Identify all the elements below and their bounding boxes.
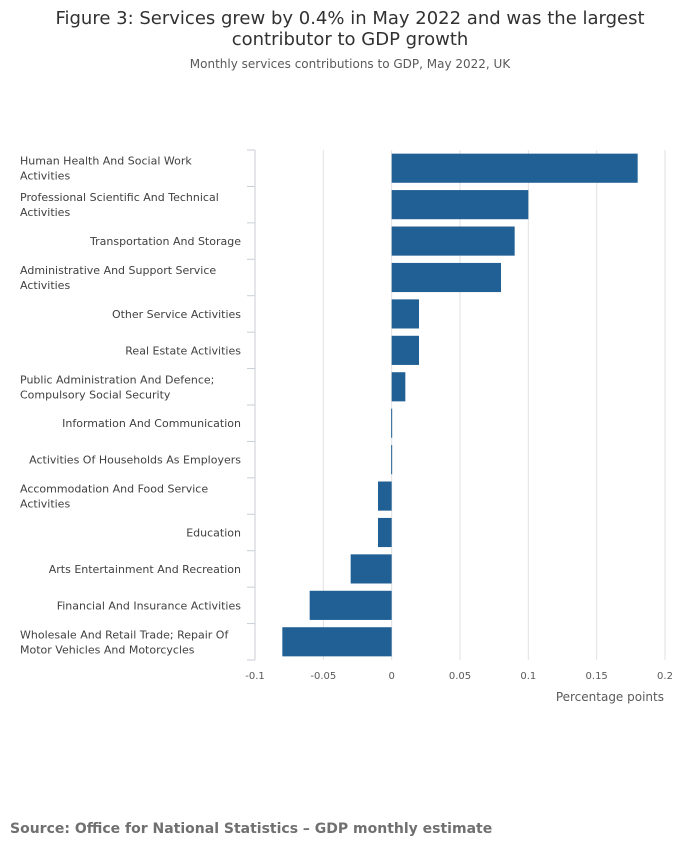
bar — [391, 226, 515, 256]
category-label: Education — [186, 527, 241, 540]
x-tick-label: 0.05 — [449, 671, 471, 682]
category-label: Other Service Activities — [112, 308, 241, 321]
bar — [391, 445, 393, 475]
category-label: Accommodation And Food Service Activities — [20, 483, 208, 511]
category-axis — [247, 149, 256, 661]
bar — [350, 554, 392, 584]
category-label: Real Estate Activities — [125, 344, 241, 357]
category-labels: Human Health And Social Work Activities Pr… — [20, 155, 241, 657]
category-label: Arts Entertainment And Recreation — [49, 563, 241, 576]
chart-subtitle: Monthly services contributions to GDP, M… — [189, 57, 511, 71]
x-tick-label: -0.05 — [310, 671, 336, 682]
bar — [391, 335, 419, 365]
category-label: Public Administration And Defence; Compul… — [20, 373, 214, 401]
category-label: Wholesale And Retail Trade; Repair Of Mot… — [20, 628, 229, 656]
bar — [391, 190, 529, 220]
category-label: Financial And Insurance Activities — [57, 599, 242, 612]
x-tick-label: 0.2 — [657, 671, 673, 682]
x-tick-label: 0.1 — [520, 671, 536, 682]
bar — [391, 153, 638, 183]
x-tick-labels: -0.1 -0.05 0 0.05 0.1 0.15 0.2 — [245, 671, 673, 682]
x-tick-label: -0.1 — [245, 671, 265, 682]
category-label: Information And Communication — [62, 417, 241, 430]
bar — [282, 627, 392, 657]
chart-title: Figure 3: Services grew by 0.4% in May 2… — [55, 8, 645, 50]
bar — [391, 262, 501, 293]
bar-chart: Human Health And Social Work Activities Pr… — [20, 149, 673, 704]
x-tick-label: 0.15 — [586, 671, 608, 682]
bars — [282, 153, 638, 657]
bar — [391, 408, 393, 438]
bar — [309, 590, 392, 620]
source-note: Source: Office for National Statistics –… — [10, 821, 493, 837]
x-axis-label: Percentage points — [556, 690, 664, 704]
x-tick-label: 0 — [388, 671, 394, 682]
category-label: Professional Scientific And Technical Act… — [20, 191, 219, 219]
category-label: Administrative And Support Service Activi… — [20, 264, 216, 292]
category-label: Transportation And Storage — [89, 235, 241, 248]
category-label: Activities Of Households As Employers — [29, 454, 241, 467]
bar — [378, 481, 392, 511]
bar — [391, 372, 406, 402]
bar — [391, 299, 419, 329]
bar — [378, 517, 392, 548]
category-label: Human Health And Social Work Activities — [20, 155, 192, 183]
